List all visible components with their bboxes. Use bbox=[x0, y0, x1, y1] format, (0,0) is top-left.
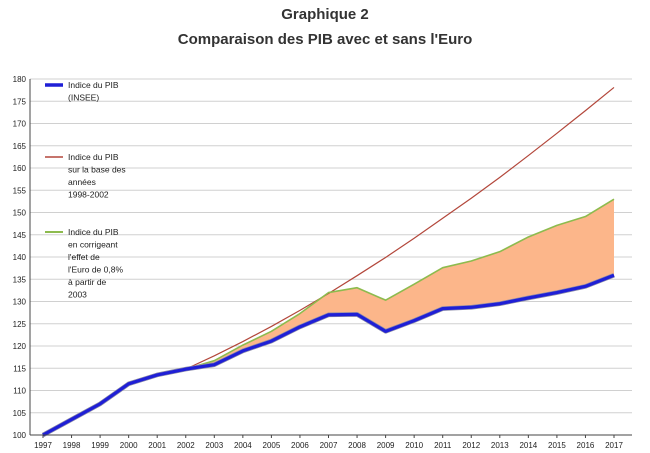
y-tick-label: 120 bbox=[13, 342, 27, 351]
series-line bbox=[42, 273, 615, 437]
x-tick-label: 2008 bbox=[348, 441, 366, 450]
x-tick-label: 2006 bbox=[291, 441, 309, 450]
y-tick-label: 140 bbox=[13, 253, 27, 262]
y-tick-label: 165 bbox=[13, 142, 27, 151]
x-tick-label: 2014 bbox=[519, 441, 537, 450]
y-tick-label: 135 bbox=[13, 275, 27, 284]
x-tick-label: 2007 bbox=[320, 441, 338, 450]
y-tick-label: 105 bbox=[13, 409, 27, 418]
x-tick-label: 2005 bbox=[263, 441, 281, 450]
x-tick-label: 2001 bbox=[148, 441, 166, 450]
y-tick-label: 110 bbox=[13, 387, 26, 396]
chart-subtitle: Comparaison des PIB avec et sans l'Euro bbox=[177, 31, 473, 48]
y-tick-label: 170 bbox=[13, 120, 27, 129]
series-lines bbox=[41, 86, 615, 438]
x-tick-label: 2004 bbox=[234, 441, 252, 450]
y-tick-label: 145 bbox=[13, 231, 27, 240]
legend-label: années bbox=[68, 177, 96, 187]
legend-label: (INSEE) bbox=[68, 93, 99, 103]
x-tick-label: 2017 bbox=[605, 441, 623, 450]
x-tick-label: 1997 bbox=[34, 441, 52, 450]
chart-title: Graphique 2 bbox=[281, 6, 369, 23]
x-tick-label: 2002 bbox=[177, 441, 195, 450]
x-tick-label: 2000 bbox=[120, 441, 138, 450]
x-tick-label: 1998 bbox=[63, 441, 81, 450]
axes bbox=[29, 79, 632, 436]
legend: Indice du PIB (INSEE) Indice du PIB sur la … bbox=[45, 80, 126, 300]
x-tick-label: 2013 bbox=[491, 441, 509, 450]
legend-label: l'effet de bbox=[68, 252, 100, 262]
legend-label: Indice du PIB bbox=[68, 227, 119, 237]
y-tick-labels: 100 105 110 115 120 125 130 135 140 145 150 155 160 1… bbox=[13, 75, 27, 440]
y-tick-label: 130 bbox=[13, 298, 27, 307]
legend-label: à partir de bbox=[68, 277, 107, 287]
legend-label: sur la base des bbox=[68, 165, 126, 175]
x-tick-label: 2003 bbox=[205, 441, 223, 450]
y-tick-label: 125 bbox=[13, 320, 27, 329]
y-tick-label: 100 bbox=[13, 431, 27, 440]
y-tick-label: 175 bbox=[13, 97, 27, 106]
legend-label: 1998-2002 bbox=[68, 190, 109, 200]
x-tick-label: 2015 bbox=[548, 441, 566, 450]
legend-label: l'Euro de 0,8% bbox=[68, 265, 123, 275]
x-tick-label: 2009 bbox=[377, 441, 395, 450]
legend-label: en corrigeant bbox=[68, 240, 118, 250]
y-tick-label: 115 bbox=[13, 364, 26, 373]
x-tick-label: 2016 bbox=[577, 441, 595, 450]
y-tick-label: 150 bbox=[13, 209, 27, 218]
x-tick-labels: 1997 1998 1999 2000 2001 2002 2003 2004 2005 2006… bbox=[34, 435, 623, 450]
gap-area bbox=[185, 199, 614, 370]
y-tick-label: 160 bbox=[13, 164, 27, 173]
legend-label: 2003 bbox=[68, 290, 87, 300]
legend-label: Indice du PIB bbox=[68, 152, 119, 162]
gap-fill bbox=[185, 199, 614, 370]
x-tick-label: 2010 bbox=[405, 441, 423, 450]
x-tick-label: 1999 bbox=[91, 441, 109, 450]
y-tick-label: 180 bbox=[13, 75, 27, 84]
y-tick-label: 155 bbox=[13, 186, 27, 195]
x-tick-label: 2011 bbox=[434, 441, 452, 450]
x-tick-label: 2012 bbox=[462, 441, 480, 450]
legend-label: Indice du PIB bbox=[68, 80, 119, 90]
